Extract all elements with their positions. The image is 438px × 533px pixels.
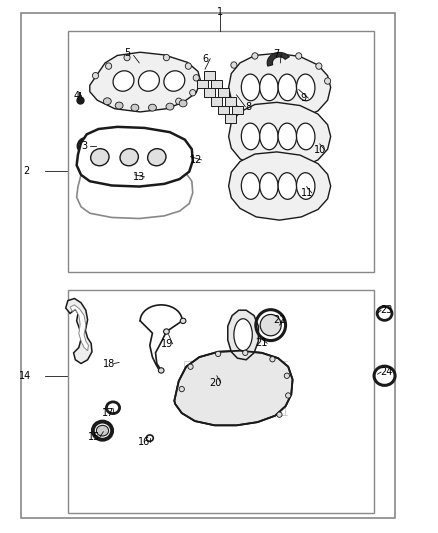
Polygon shape bbox=[229, 53, 331, 122]
Polygon shape bbox=[204, 88, 215, 97]
Text: 10: 10 bbox=[314, 146, 326, 155]
Polygon shape bbox=[218, 88, 229, 97]
Text: 7: 7 bbox=[273, 50, 279, 59]
Ellipse shape bbox=[180, 318, 186, 324]
Ellipse shape bbox=[234, 319, 252, 351]
Text: 3: 3 bbox=[81, 141, 87, 151]
Ellipse shape bbox=[297, 173, 315, 199]
Ellipse shape bbox=[297, 74, 315, 101]
Ellipse shape bbox=[91, 149, 109, 166]
Ellipse shape bbox=[179, 386, 184, 392]
Polygon shape bbox=[211, 97, 222, 106]
Text: 1: 1 bbox=[217, 7, 223, 17]
Ellipse shape bbox=[158, 368, 164, 373]
Text: 14: 14 bbox=[19, 371, 32, 381]
Text: 8: 8 bbox=[246, 102, 252, 111]
Text: 11: 11 bbox=[300, 188, 313, 198]
Ellipse shape bbox=[278, 74, 297, 101]
Ellipse shape bbox=[231, 62, 237, 68]
Text: 16: 16 bbox=[138, 438, 151, 447]
Polygon shape bbox=[197, 80, 208, 88]
Ellipse shape bbox=[215, 351, 221, 357]
Ellipse shape bbox=[260, 74, 278, 101]
Ellipse shape bbox=[113, 71, 134, 91]
Polygon shape bbox=[90, 52, 201, 112]
Bar bbox=[21, 13, 395, 518]
Ellipse shape bbox=[325, 78, 331, 84]
Ellipse shape bbox=[241, 74, 260, 101]
Text: 18: 18 bbox=[102, 359, 115, 368]
Text: 2: 2 bbox=[23, 166, 29, 175]
Polygon shape bbox=[225, 97, 236, 106]
Text: 4: 4 bbox=[74, 91, 80, 101]
Ellipse shape bbox=[296, 53, 302, 59]
Ellipse shape bbox=[241, 173, 260, 199]
Polygon shape bbox=[211, 80, 222, 88]
Ellipse shape bbox=[96, 425, 109, 436]
Text: 6: 6 bbox=[202, 54, 208, 63]
Polygon shape bbox=[174, 351, 293, 425]
Ellipse shape bbox=[103, 98, 111, 104]
Ellipse shape bbox=[131, 104, 139, 111]
Polygon shape bbox=[225, 114, 236, 123]
Ellipse shape bbox=[185, 63, 191, 69]
Text: 12: 12 bbox=[190, 155, 202, 165]
Ellipse shape bbox=[252, 53, 258, 59]
Polygon shape bbox=[204, 71, 215, 80]
Ellipse shape bbox=[164, 71, 185, 91]
Text: 9: 9 bbox=[300, 93, 306, 103]
Ellipse shape bbox=[260, 314, 281, 336]
Polygon shape bbox=[267, 52, 290, 66]
Ellipse shape bbox=[243, 350, 248, 356]
Polygon shape bbox=[218, 106, 229, 114]
Text: 5: 5 bbox=[124, 49, 130, 58]
Ellipse shape bbox=[260, 123, 278, 150]
Ellipse shape bbox=[124, 54, 130, 61]
Polygon shape bbox=[229, 152, 331, 220]
Polygon shape bbox=[70, 305, 88, 351]
Polygon shape bbox=[229, 102, 331, 171]
Ellipse shape bbox=[179, 100, 187, 107]
Polygon shape bbox=[66, 298, 92, 364]
Polygon shape bbox=[232, 106, 243, 114]
Text: 22: 22 bbox=[273, 315, 286, 325]
Polygon shape bbox=[77, 127, 193, 187]
Bar bbox=[68, 290, 374, 513]
Ellipse shape bbox=[316, 63, 322, 69]
Ellipse shape bbox=[148, 149, 166, 166]
Ellipse shape bbox=[138, 71, 159, 91]
Ellipse shape bbox=[163, 329, 169, 334]
Ellipse shape bbox=[278, 123, 297, 150]
Ellipse shape bbox=[270, 357, 275, 362]
Ellipse shape bbox=[163, 54, 170, 61]
Ellipse shape bbox=[241, 123, 260, 150]
Ellipse shape bbox=[188, 364, 193, 369]
Text: 24: 24 bbox=[380, 367, 392, 377]
Ellipse shape bbox=[278, 173, 297, 199]
Ellipse shape bbox=[92, 72, 99, 79]
Ellipse shape bbox=[297, 123, 315, 150]
Ellipse shape bbox=[260, 173, 278, 199]
Text: 19: 19 bbox=[161, 339, 173, 349]
Text: 13: 13 bbox=[133, 172, 145, 182]
Ellipse shape bbox=[115, 102, 123, 109]
Ellipse shape bbox=[193, 75, 199, 81]
Bar bbox=[68, 31, 374, 272]
Text: 23: 23 bbox=[380, 305, 392, 315]
Polygon shape bbox=[228, 310, 258, 360]
Ellipse shape bbox=[176, 98, 182, 104]
Ellipse shape bbox=[148, 104, 156, 111]
Ellipse shape bbox=[106, 63, 112, 69]
Text: 21: 21 bbox=[256, 338, 268, 348]
Ellipse shape bbox=[166, 103, 174, 110]
Text: 17: 17 bbox=[102, 408, 115, 418]
Ellipse shape bbox=[120, 149, 138, 166]
Text: 20: 20 bbox=[209, 378, 222, 387]
Text: 15: 15 bbox=[88, 432, 101, 442]
Ellipse shape bbox=[284, 373, 290, 378]
Ellipse shape bbox=[277, 412, 282, 417]
Ellipse shape bbox=[190, 90, 196, 96]
Ellipse shape bbox=[286, 393, 291, 398]
